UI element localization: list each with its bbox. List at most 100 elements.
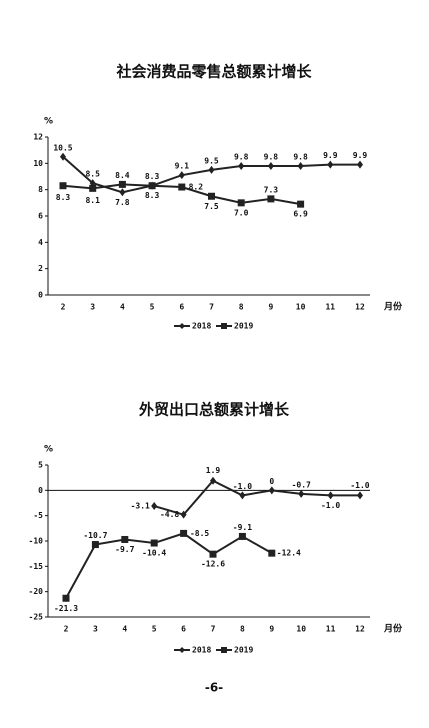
data-label: -1.0 (350, 481, 369, 490)
data-label: -4.8 (160, 510, 179, 519)
legend-label: 2018 (192, 322, 211, 331)
y-tick-label: 2 (38, 264, 43, 273)
data-label: 10.5 (53, 143, 72, 152)
y-axis-label: % (44, 117, 53, 127)
data-label: 1.9 (206, 466, 221, 475)
data-label: 8.3 (56, 193, 71, 202)
x-tick-label: 3 (93, 625, 98, 634)
data-label: 7.8 (115, 198, 130, 207)
data-label: -9.1 (233, 523, 252, 532)
x-tick-label: 11 (325, 303, 335, 312)
x-tick-label: 12 (355, 303, 365, 312)
marker (297, 200, 305, 208)
y-tick-label: 4 (38, 238, 43, 247)
y-tick-label: -10 (29, 537, 44, 546)
chart-title: 社会消费品零售总额累计增长 (115, 63, 312, 81)
data-label: 8.2 (189, 183, 204, 192)
marker (357, 160, 363, 169)
x-tick-label: 8 (240, 625, 245, 634)
y-tick-label: -5 (33, 511, 43, 520)
y-tick-label: 10 (33, 159, 43, 168)
data-label: 9.9 (353, 151, 368, 160)
data-label: 9.8 (234, 152, 249, 161)
data-label: 6.9 (293, 210, 308, 219)
marker (268, 549, 276, 557)
legend-marker (179, 323, 185, 329)
legend-marker (221, 647, 227, 653)
data-label: -9.7 (115, 545, 134, 554)
marker (208, 192, 215, 200)
y-tick-label: 0 (38, 486, 43, 495)
x-tick-label: 2 (61, 303, 66, 312)
data-label: 7.3 (264, 185, 279, 194)
marker (118, 180, 126, 188)
page-number: -6- (205, 681, 223, 695)
data-label: 7.5 (204, 202, 219, 211)
x-tick-label: 4 (122, 625, 127, 634)
x-tick-label: 5 (150, 303, 155, 312)
x-tick-label: 2 (64, 625, 69, 634)
data-label: -0.7 (292, 480, 311, 489)
x-tick-label: 4 (120, 303, 125, 312)
marker (298, 489, 305, 498)
y-axis-label: % (44, 445, 53, 455)
x-tick-label: 6 (179, 303, 184, 312)
marker (180, 529, 188, 537)
marker (59, 182, 67, 190)
marker (237, 199, 245, 207)
x-axis-label: 月份 (383, 301, 403, 313)
marker (148, 182, 156, 190)
y-tick-label: -20 (29, 587, 44, 596)
data-label: -12.4 (277, 549, 301, 558)
data-label: -1.0 (321, 501, 340, 510)
x-axis-label: 月份 (383, 623, 403, 635)
data-label: 9.8 (293, 152, 308, 161)
data-label: 7.0 (234, 208, 249, 217)
marker (327, 160, 334, 169)
series-line (153, 479, 360, 516)
x-tick-label: 11 (326, 625, 336, 634)
x-tick-label: 8 (239, 303, 244, 312)
data-label: 8.4 (115, 171, 130, 180)
marker (150, 539, 158, 547)
x-tick-label: 12 (355, 625, 365, 634)
x-tick-label: 10 (296, 303, 306, 312)
data-label: -12.6 (201, 560, 225, 569)
legend-marker (179, 647, 185, 653)
y-tick-label: 6 (38, 212, 43, 221)
marker (151, 502, 158, 511)
marker (208, 165, 215, 174)
marker (327, 491, 334, 500)
marker (91, 541, 99, 549)
marker (119, 188, 126, 197)
marker (267, 161, 274, 170)
marker (209, 550, 217, 558)
marker (210, 476, 216, 485)
data-label: 8.3 (145, 191, 160, 200)
data-label: 9.8 (264, 152, 279, 161)
data-label: 0 (269, 477, 274, 486)
marker (268, 486, 275, 495)
marker (60, 152, 66, 161)
marker (62, 594, 70, 602)
marker (178, 183, 186, 191)
data-label: -21.3 (54, 604, 78, 613)
marker (121, 535, 129, 543)
data-label: -8.5 (190, 529, 209, 538)
data-label: 8.1 (85, 196, 100, 205)
data-label: -10.7 (83, 531, 107, 540)
marker (238, 532, 246, 540)
data-label: 8.5 (85, 170, 100, 179)
data-label: 8.3 (145, 172, 160, 181)
legend-marker (221, 323, 227, 329)
x-tick-label: 10 (296, 625, 306, 634)
marker (238, 161, 245, 170)
data-label: -3.1 (131, 502, 150, 511)
x-tick-label: 9 (268, 303, 273, 312)
x-tick-label: 5 (152, 625, 157, 634)
x-tick-label: 7 (211, 625, 216, 634)
data-label: -10.4 (142, 549, 166, 558)
x-tick-label: 3 (90, 303, 95, 312)
marker (178, 171, 185, 180)
